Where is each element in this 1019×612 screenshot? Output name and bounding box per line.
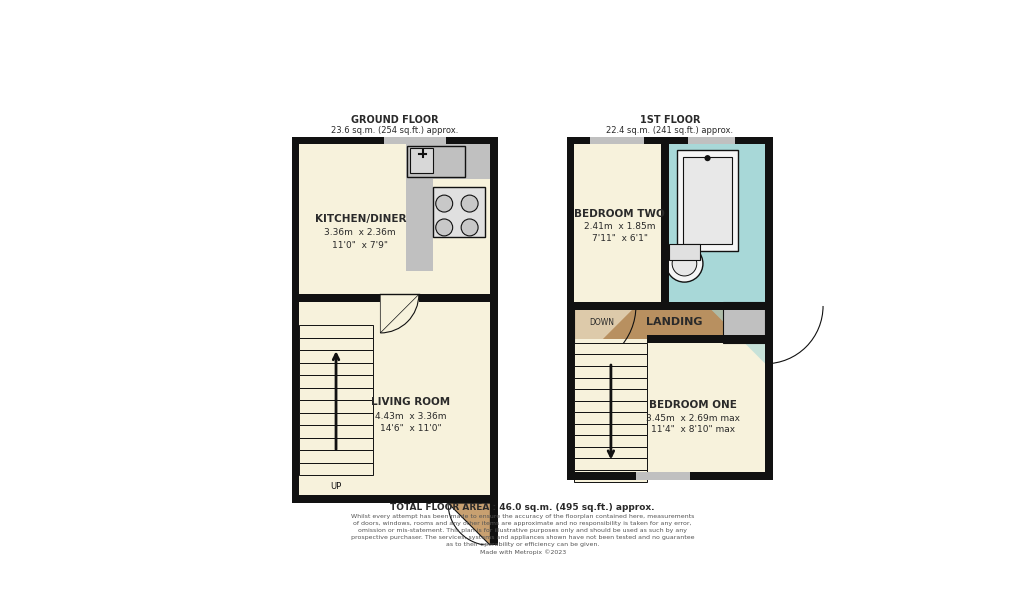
Text: LIVING ROOM: LIVING ROOM — [370, 397, 449, 407]
Circle shape — [461, 195, 478, 212]
Text: BEDROOM TWO: BEDROOM TWO — [574, 209, 664, 218]
Text: BEDROOM ONE: BEDROOM ONE — [648, 400, 736, 410]
Bar — [300, 144, 490, 495]
Text: DOWN: DOWN — [588, 318, 613, 327]
Bar — [574, 470, 647, 482]
Bar — [384, 136, 445, 144]
Bar — [406, 144, 490, 179]
Bar — [668, 244, 699, 259]
Circle shape — [704, 155, 710, 161]
Text: LANDING: LANDING — [646, 317, 702, 327]
Bar — [300, 350, 372, 363]
Text: 23.6 sq.m. (254 sq.ft.) approx.: 23.6 sq.m. (254 sq.ft.) approx. — [331, 126, 459, 135]
Bar — [574, 438, 616, 472]
Bar — [300, 438, 372, 450]
Bar — [300, 375, 372, 388]
Bar — [300, 425, 372, 438]
Bar — [300, 388, 372, 400]
Bar — [567, 472, 772, 480]
Text: 11'4"  x 8'10" max: 11'4" x 8'10" max — [650, 425, 735, 435]
Bar — [300, 338, 372, 350]
Bar — [574, 144, 664, 306]
Text: 22.4 sq.m. (241 sq.ft.) approx.: 22.4 sq.m. (241 sq.ft.) approx. — [605, 126, 733, 135]
Bar — [722, 302, 764, 343]
Bar — [407, 146, 465, 177]
Bar — [300, 302, 490, 495]
Polygon shape — [574, 306, 635, 368]
Bar — [300, 413, 372, 425]
Bar — [300, 400, 372, 413]
Bar — [419, 294, 497, 302]
Text: 3.45m  x 2.69m max: 3.45m x 2.69m max — [645, 414, 739, 423]
Bar — [676, 151, 738, 250]
Circle shape — [435, 195, 452, 212]
Polygon shape — [707, 306, 764, 364]
Bar — [291, 136, 497, 144]
Text: Whilst every attempt has been made to ensure the accuracy of the floorplan conta: Whilst every attempt has been made to en… — [351, 514, 694, 555]
Bar — [490, 503, 497, 553]
Bar — [291, 294, 380, 302]
Text: 1ST FLOOR: 1ST FLOOR — [639, 114, 699, 125]
Bar — [490, 136, 497, 503]
Circle shape — [665, 245, 702, 282]
Bar — [300, 325, 372, 338]
Bar — [300, 363, 372, 375]
Bar — [567, 136, 772, 144]
Bar — [635, 472, 689, 480]
Polygon shape — [380, 294, 419, 333]
Text: GROUND FLOOR: GROUND FLOOR — [351, 114, 438, 125]
Text: UP: UP — [330, 482, 341, 491]
Bar — [300, 144, 490, 294]
Bar — [647, 335, 772, 343]
Bar — [291, 495, 436, 503]
Bar — [574, 447, 647, 458]
Circle shape — [461, 219, 478, 236]
Bar — [574, 366, 647, 378]
Bar — [574, 343, 647, 354]
Bar — [574, 306, 772, 339]
Bar — [567, 136, 574, 480]
Text: 7'11"  x 6'1": 7'11" x 6'1" — [591, 234, 647, 243]
Bar — [300, 463, 372, 476]
Bar — [406, 179, 432, 271]
Bar — [574, 354, 647, 366]
Bar — [574, 339, 764, 472]
Text: 14'6"  x 11'0": 14'6" x 11'0" — [379, 424, 440, 433]
Bar — [410, 148, 432, 173]
Bar — [300, 450, 372, 463]
Circle shape — [435, 219, 452, 236]
Polygon shape — [447, 503, 490, 545]
Bar — [574, 378, 647, 389]
Text: 11'0"  x 7'9": 11'0" x 7'9" — [332, 241, 388, 250]
Bar — [589, 136, 643, 144]
Bar — [574, 401, 647, 412]
Bar — [436, 553, 505, 561]
Bar — [664, 144, 764, 306]
Text: TOTAL FLOOR AREA : 46.0 sq.m. (495 sq.ft.) approx.: TOTAL FLOOR AREA : 46.0 sq.m. (495 sq.ft… — [390, 503, 654, 512]
Bar — [432, 187, 485, 237]
Bar — [660, 136, 668, 306]
Text: 3.36m  x 2.36m: 3.36m x 2.36m — [324, 228, 395, 237]
Text: 2.41m  x 1.85m: 2.41m x 1.85m — [584, 222, 655, 231]
Bar — [664, 302, 772, 310]
Bar — [683, 157, 732, 244]
Bar — [688, 136, 734, 144]
Bar — [574, 458, 647, 470]
Bar — [574, 435, 647, 447]
Bar — [291, 136, 300, 503]
Text: KITCHEN/DINER: KITCHEN/DINER — [314, 214, 406, 224]
Bar — [567, 302, 664, 310]
Bar — [291, 495, 497, 503]
Bar — [574, 424, 647, 435]
Text: 4.43m  x 3.36m: 4.43m x 3.36m — [374, 412, 445, 420]
Circle shape — [672, 252, 696, 276]
Bar — [764, 136, 772, 480]
Bar — [574, 389, 647, 401]
Bar — [574, 412, 647, 424]
